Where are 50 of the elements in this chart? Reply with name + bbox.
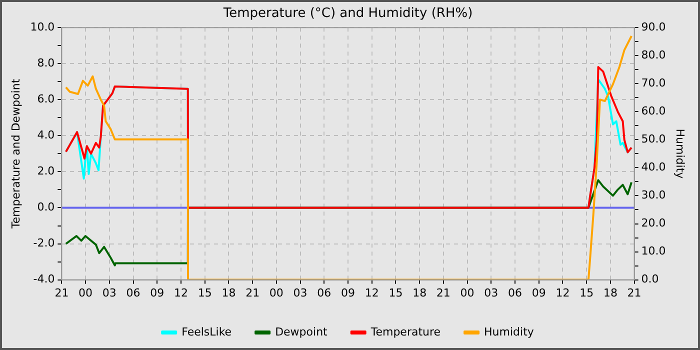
y-tick-label: -2.0 [33,236,55,250]
x-tick-label: 12 [556,286,570,300]
y2-tick-label: 70.0 [641,76,666,90]
y-tick-label: 2.0 [37,164,55,178]
y-axis-title: Temperature and Dewpoint [9,78,22,230]
x-tick-label: 12 [174,286,188,300]
x-tick-label: 21 [54,286,69,300]
y2-tick-label: 60.0 [641,104,666,118]
chart-title: Temperature (°C) and Humidity (RH%) [222,6,473,22]
legend-label: Dewpoint [275,325,328,338]
x-tick-label: 15 [198,286,212,300]
x-tick-label: 06 [126,286,140,300]
x-tick-label: 00 [269,286,284,300]
x-tick-label: 18 [222,286,236,300]
x-tick-label: 06 [508,286,522,300]
x-tick-label: 21 [627,286,642,300]
x-tick-label: 00 [460,286,474,300]
y-tick-label: 10.0 [30,20,55,34]
y-tick-label: 0.0 [37,200,55,214]
x-tick-label: 09 [150,286,164,300]
x-tick-label: 18 [412,286,427,300]
y-tick-label: 8.0 [37,56,55,70]
x-tick-label: 09 [341,286,355,300]
legend-label: Humidity [484,325,534,338]
y2-tick-label: 10.0 [641,244,666,258]
x-tick-label: 12 [364,286,379,300]
x-tick-label: 03 [102,286,116,300]
y2-tick-label: 90.0 [641,20,666,34]
x-tick-label: 21 [436,286,450,300]
x-tick-label: 18 [603,286,618,300]
legend-label: FeelsLike [182,325,232,338]
y2-tick-label: 80.0 [641,48,666,62]
x-tick-label: 21 [246,286,260,300]
y2-axis-title: Humidity [674,128,687,180]
x-tick-label: 15 [388,286,403,300]
y2-tick-label: 20.0 [641,216,666,230]
x-tick-label: 00 [78,286,93,300]
x-tick-label: 09 [532,286,546,300]
x-tick-label: 03 [293,286,308,300]
x-tick-label: 06 [317,286,332,300]
x-tick-label: 03 [484,286,498,300]
y2-tick-label: 30.0 [641,188,666,202]
y-tick-label: -4.0 [33,272,55,286]
legend-label: Temperature [370,325,441,338]
x-tick-label: 15 [580,286,594,300]
y2-tick-label: 40.0 [641,160,666,174]
y-tick-label: 4.0 [37,128,55,142]
y2-tick-label: 0.0 [641,272,659,286]
y-tick-label: 6.0 [37,92,55,106]
y2-tick-label: 50.0 [641,132,666,146]
